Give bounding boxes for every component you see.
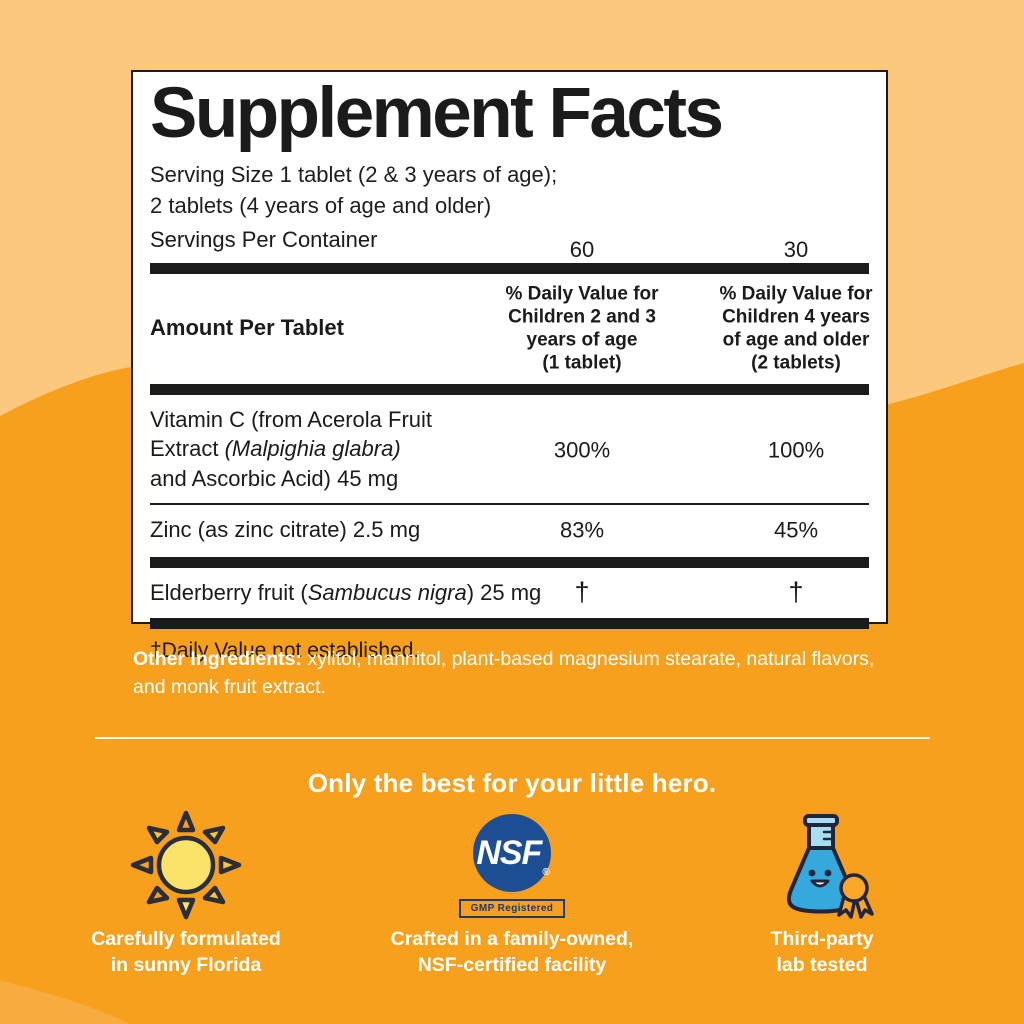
vitamin-c-dv-children-4-plus: 100% (767, 437, 825, 463)
servings-label: Servings Per Container (150, 227, 378, 253)
elderberry-dv-children-2-3: † (574, 577, 590, 608)
horizontal-divider (95, 737, 930, 739)
vitamin-c-name-line-2: Extract (Malpighia glabra) (150, 436, 401, 462)
nsf-badge-icon: NSF® (473, 814, 551, 892)
zinc-dv-children-4-plus: 45% (773, 517, 819, 543)
thick-divider-bar (150, 557, 869, 569)
feature-caption: Crafted in a family-owned, NSF-certified… (390, 928, 634, 977)
elderberry-row: Elderberry fruit (Sambucus nigra) 25 mg … (150, 570, 869, 616)
column-header-children-2-3: % Daily Value for Children 2 and 3 years… (505, 283, 659, 373)
zinc-dv-children-2-3: 83% (559, 517, 605, 543)
thin-divider-rule (150, 502, 869, 505)
feature-florida: Carefully formulated in sunny Florida (26, 810, 346, 978)
other-ingredients: Other Ingredients: xylitol, mannitol, pl… (133, 646, 903, 701)
servings-per-container-row: Servings Per Container 60 30 (150, 227, 869, 263)
servings-value-children-4-plus: 30 (783, 237, 809, 263)
amount-per-tablet-label: Amount Per Tablet (150, 315, 344, 341)
zinc-name: Zinc (as zinc citrate) 2.5 mg (150, 516, 421, 542)
column-header-children-4-plus: % Daily Value for Children 4 years of ag… (719, 283, 873, 373)
vitamin-c-name-line-3: and Ascorbic Acid) 45 mg (150, 465, 399, 491)
registered-mark: ® (542, 866, 549, 878)
supplement-facts-panel: Supplement Facts Serving Size 1 tablet (… (131, 70, 888, 662)
tagline: Only the best for your little hero. (307, 768, 717, 798)
vitamin-c-row: Vitamin C (from Acerola Fruit Extract (M… (150, 397, 869, 503)
feature-lab-tested: Third-party lab tested (662, 810, 982, 978)
zinc-row: Zinc (as zinc citrate) 2.5 mg 83% 45% (150, 505, 869, 555)
other-ingredients-label: Other Ingredients: (133, 648, 303, 670)
servings-value-children-2-3: 60 (569, 237, 595, 263)
serving-size-line-1: Serving Size 1 tablet (2 & 3 years of ag… (150, 162, 558, 188)
feature-nsf: NSF® GMP Registered Crafted in a family-… (352, 810, 672, 978)
other-ingredients-text: xylitol, mannitol, plant-based magnesium… (133, 648, 875, 698)
elderberry-name: Elderberry fruit (Sambucus nigra) 25 mg (150, 580, 542, 606)
serving-size-line-2: 2 tablets (4 years of age and older) (150, 192, 492, 218)
feature-caption: Third-party lab tested (770, 928, 874, 977)
feature-caption: Carefully formulated in sunny Florida (91, 928, 281, 977)
panel-title: Supplement Facts (150, 74, 724, 153)
thick-divider-bar (150, 618, 869, 630)
sun-icon (130, 810, 242, 920)
nsf-logo-text: NSF® (476, 833, 549, 878)
gmp-registered-badge: GMP Registered (458, 899, 566, 918)
vitamin-c-dv-children-2-3: 300% (553, 437, 611, 463)
bottom-corner-wave (0, 980, 130, 1024)
vitamin-c-name-line-1: Vitamin C (from Acerola Fruit (150, 407, 433, 433)
elderberry-dv-children-4-plus: † (788, 577, 804, 608)
daily-value-footnote: †Daily Value not established. (150, 639, 420, 663)
thick-divider-bar (150, 384, 869, 396)
table-header-row: Amount Per Tablet % Daily Value for Chil… (150, 276, 873, 382)
flask-icon (786, 814, 874, 919)
thick-divider-bar (150, 263, 869, 275)
